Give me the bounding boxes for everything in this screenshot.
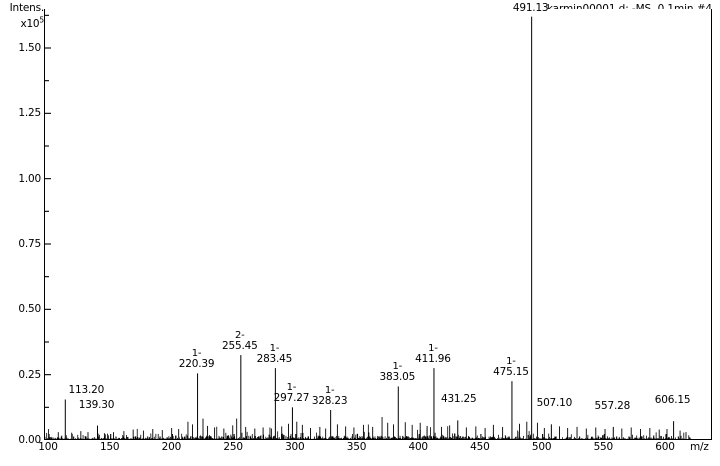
x-tick-label: 250: [223, 441, 243, 453]
peak-mz-value: 383.05: [379, 371, 416, 384]
y-axis-unit-exponent: 5: [39, 15, 44, 24]
peak-mz-value: 606.15: [654, 394, 691, 407]
peak-charge-state: 1-: [428, 343, 438, 355]
peak-charge-state: 1-: [269, 343, 280, 355]
peak-charge-state: 1-: [324, 384, 335, 396]
spectrum-trace: [45, 14, 692, 439]
y-tick-label: 0.00: [18, 434, 41, 446]
x-tick-label: 350: [346, 441, 367, 453]
x-tick-label: 550: [593, 441, 614, 453]
peak-mz-value: 113.20: [68, 384, 105, 397]
y-tick-label: 1.25: [18, 107, 41, 120]
peak-label: 1-491.13: [513, 0, 549, 14]
peak-mz-value: 475.15: [493, 366, 529, 379]
y-tick-label: 0.75: [18, 238, 41, 250]
peak-label: 431.25: [441, 394, 477, 406]
x-tick-label: 400: [408, 441, 428, 453]
peak-mz-value: 283.45: [256, 353, 293, 366]
peak-mz-value: 431.25: [440, 393, 477, 406]
peak-charge-state: 1-: [191, 348, 202, 360]
peak-label: 1- 475.15: [493, 356, 529, 379]
x-tick-label: 600: [655, 441, 675, 453]
peak-mz-value: 297.27: [273, 392, 310, 405]
peak-label: 113.20: [69, 385, 105, 397]
peak-charge-state: 1-: [286, 382, 297, 394]
peak-mz-value: 255.45: [222, 340, 258, 353]
y-axis-label-text: Intens.: [9, 2, 45, 14]
y-tick-label: 0.25: [18, 368, 41, 381]
peak-mz-value: 411.96: [415, 353, 451, 366]
x-tick-label: 300: [285, 441, 305, 453]
y-tick-label: 1.50: [18, 42, 41, 54]
peak-label: 2- 255.45: [222, 330, 258, 353]
x-tick-label: 500: [531, 441, 552, 453]
x-axis-tick-labels: 100 150 200 250 300 350 400 450 500 550 600: [0, 442, 720, 462]
peak-charge-state: 1-: [513, 0, 549, 3]
peak-mz-value: 139.30: [78, 398, 115, 411]
peak-label: 1- 297.27: [274, 382, 310, 405]
y-axis-title: Intens. x105: [2, 2, 45, 30]
peak-label: 1- 220.39: [179, 348, 215, 371]
y-axis-unit: x105: [20, 15, 44, 30]
y-tick-label: 0.50: [18, 303, 41, 316]
x-tick-label: 450: [470, 441, 490, 453]
peak-label: 1- 411.96: [415, 343, 451, 366]
y-axis-tick-labels: 0.00 0.25 0.50 0.75 1.00 1.25 1.50: [0, 0, 41, 466]
x-axis-unit-label: m/z: [690, 441, 709, 453]
x-tick-label: 200: [161, 441, 182, 453]
x-tick-label: 100: [38, 441, 58, 453]
peak-label: 1- 283.45: [257, 343, 293, 366]
peak-label: 1- 383.05: [380, 361, 416, 384]
peak-label: 139.30: [78, 398, 115, 412]
y-axis-unit-base: x10: [20, 17, 40, 30]
x-tick-label: 150: [99, 441, 120, 453]
peak-label: 606.15: [655, 395, 691, 407]
peak-label: 507.10: [537, 398, 573, 410]
y-tick-label: 1.00: [18, 172, 41, 185]
peak-charge-state: 2-: [235, 330, 245, 342]
peak-charge-state: 1-: [506, 356, 516, 368]
peak-mz-value: 220.39: [178, 358, 215, 371]
peak-label: 1- 328.23: [312, 385, 348, 408]
plot-frame: [44, 9, 712, 440]
peak-mz-value: 557.28: [594, 399, 631, 412]
peak-charge-state: 1-: [392, 361, 403, 373]
peak-label: 557.28: [594, 399, 631, 413]
plot-area: [45, 9, 711, 439]
peak-mz-value: 328.23: [311, 394, 348, 407]
peak-mz-value: 491.13: [512, 1, 549, 14]
peak-mz-value: 507.10: [536, 397, 573, 410]
